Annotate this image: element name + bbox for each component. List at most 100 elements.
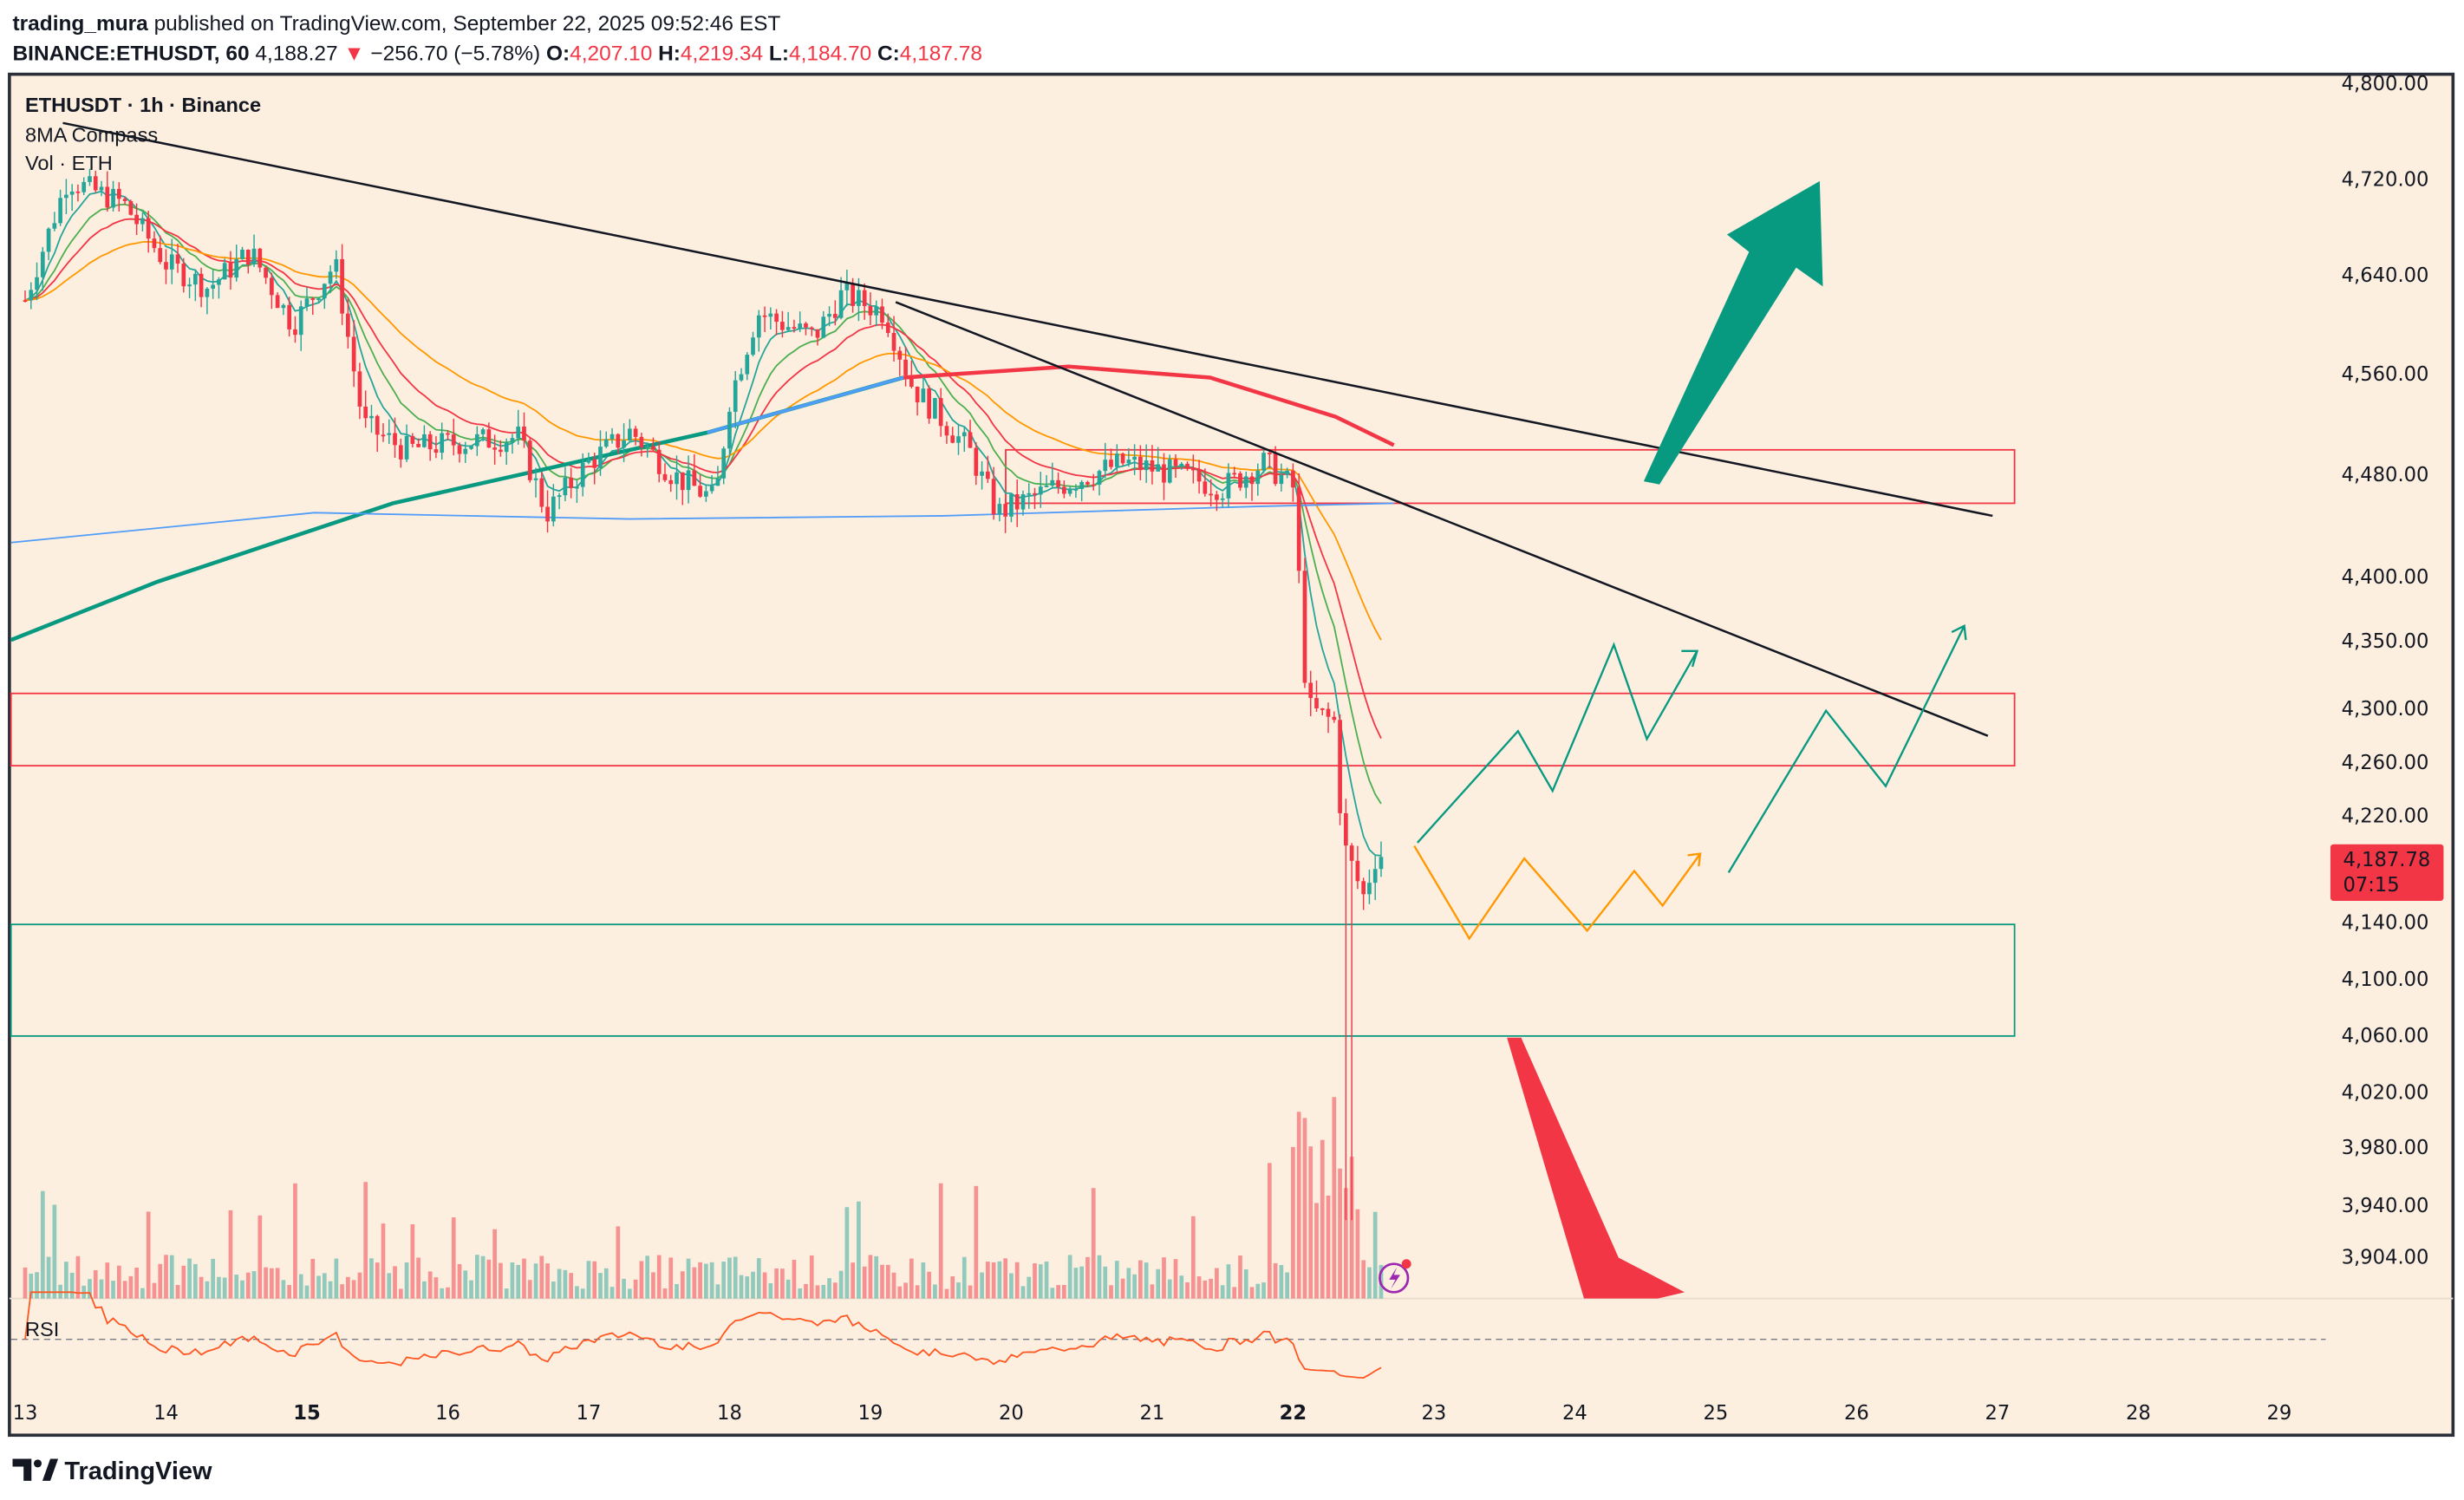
- lightning-icon[interactable]: [1379, 1259, 1411, 1294]
- candle[interactable]: [680, 472, 685, 491]
- candle[interactable]: [1091, 484, 1096, 486]
- candle[interactable]: [675, 472, 679, 485]
- candle[interactable]: [111, 188, 115, 208]
- candle[interactable]: [1038, 486, 1043, 495]
- candle[interactable]: [1009, 494, 1014, 517]
- candle[interactable]: [1291, 470, 1295, 488]
- candle[interactable]: [69, 191, 75, 195]
- candle[interactable]: [187, 284, 192, 287]
- candle[interactable]: [827, 314, 831, 317]
- candle[interactable]: [551, 496, 556, 522]
- moving-average-line[interactable]: [24, 190, 1382, 857]
- candle[interactable]: [880, 306, 884, 323]
- candle[interactable]: [903, 359, 908, 375]
- candle[interactable]: [164, 262, 168, 270]
- candle[interactable]: [862, 290, 867, 307]
- resistance-zone-upper[interactable]: [1005, 448, 2016, 505]
- candle[interactable]: [592, 459, 597, 468]
- candle[interactable]: [88, 176, 92, 182]
- candle[interactable]: [158, 248, 163, 263]
- candle[interactable]: [645, 446, 650, 448]
- candle[interactable]: [58, 198, 62, 224]
- candle[interactable]: [228, 263, 233, 278]
- candle[interactable]: [346, 313, 350, 337]
- candle[interactable]: [298, 306, 303, 336]
- candle[interactable]: [785, 327, 791, 330]
- candle[interactable]: [264, 267, 268, 278]
- candle[interactable]: [245, 249, 251, 265]
- candle[interactable]: [780, 322, 785, 330]
- candle[interactable]: [851, 283, 855, 306]
- candle[interactable]: [1296, 487, 1301, 571]
- candle[interactable]: [134, 214, 139, 225]
- candle[interactable]: [46, 228, 51, 252]
- rsi-label[interactable]: RSI: [25, 1318, 59, 1340]
- candle[interactable]: [1273, 453, 1278, 485]
- time-axis[interactable]: 13 14 15 16 17 18 19 20 21 22 23 24 25 26 27 28 29: [13, 1402, 2292, 1425]
- support-zone[interactable]: [10, 923, 2016, 1037]
- moving-average-line[interactable]: [10, 502, 1394, 544]
- candle[interactable]: [721, 448, 727, 479]
- candle[interactable]: [662, 473, 668, 480]
- candle[interactable]: [1097, 471, 1102, 485]
- candle[interactable]: [469, 446, 473, 449]
- candle[interactable]: [1027, 492, 1032, 495]
- candle[interactable]: [499, 449, 503, 453]
- candle[interactable]: [23, 300, 28, 302]
- candle[interactable]: [375, 415, 380, 435]
- moving-average-line[interactable]: [24, 218, 1382, 739]
- candle[interactable]: [603, 439, 609, 447]
- candle[interactable]: [792, 327, 797, 329]
- candle[interactable]: [463, 448, 468, 454]
- bearish-arrow-icon[interactable]: [1507, 1037, 1685, 1299]
- candle[interactable]: [251, 248, 257, 265]
- candle[interactable]: [310, 298, 316, 300]
- candle[interactable]: [609, 434, 615, 440]
- candle[interactable]: [1120, 453, 1125, 464]
- candle[interactable]: [1326, 708, 1331, 717]
- candle[interactable]: [768, 313, 773, 317]
- price-axis[interactable]: 4,800.00 4,720.00 4,640.00 4,560.00 4,480.00…: [2342, 73, 2429, 1269]
- candle[interactable]: [857, 290, 861, 306]
- candle[interactable]: [1003, 504, 1008, 517]
- candle[interactable]: [169, 254, 174, 270]
- candle[interactable]: [1085, 481, 1090, 485]
- candle[interactable]: [598, 447, 603, 468]
- candle[interactable]: [1320, 708, 1325, 710]
- candle[interactable]: [1190, 468, 1196, 471]
- candle[interactable]: [40, 251, 45, 277]
- candle[interactable]: [1220, 498, 1225, 500]
- candle[interactable]: [627, 428, 632, 440]
- candle[interactable]: [1033, 492, 1037, 495]
- candle[interactable]: [616, 434, 621, 448]
- candle[interactable]: [217, 279, 221, 285]
- candle[interactable]: [1209, 493, 1213, 496]
- moving-average-line[interactable]: [903, 364, 1395, 447]
- candle[interactable]: [29, 290, 34, 301]
- candle[interactable]: [492, 447, 497, 450]
- candle[interactable]: [1150, 460, 1155, 472]
- candle[interactable]: [1103, 460, 1108, 472]
- candle[interactable]: [381, 434, 386, 437]
- bullish-arrow-icon[interactable]: [1643, 180, 1823, 485]
- candle[interactable]: [75, 191, 81, 193]
- candle[interactable]: [140, 218, 145, 225]
- candle[interactable]: [1343, 812, 1348, 846]
- candle[interactable]: [686, 470, 691, 491]
- candle[interactable]: [838, 290, 844, 318]
- candle[interactable]: [192, 273, 198, 285]
- candle[interactable]: [1203, 481, 1208, 494]
- candle[interactable]: [480, 429, 486, 434]
- candle[interactable]: [909, 375, 914, 387]
- candle[interactable]: [745, 355, 750, 375]
- candle[interactable]: [510, 438, 515, 443]
- candle[interactable]: [575, 486, 579, 489]
- candle[interactable]: [522, 426, 526, 441]
- candle[interactable]: [921, 388, 926, 403]
- candle[interactable]: [1162, 464, 1166, 483]
- candle[interactable]: [1308, 682, 1313, 699]
- bullish-path-2[interactable]: [1727, 625, 1965, 873]
- resistance-zone[interactable]: [10, 692, 2016, 767]
- candle[interactable]: [704, 491, 708, 497]
- candle[interactable]: [175, 254, 180, 264]
